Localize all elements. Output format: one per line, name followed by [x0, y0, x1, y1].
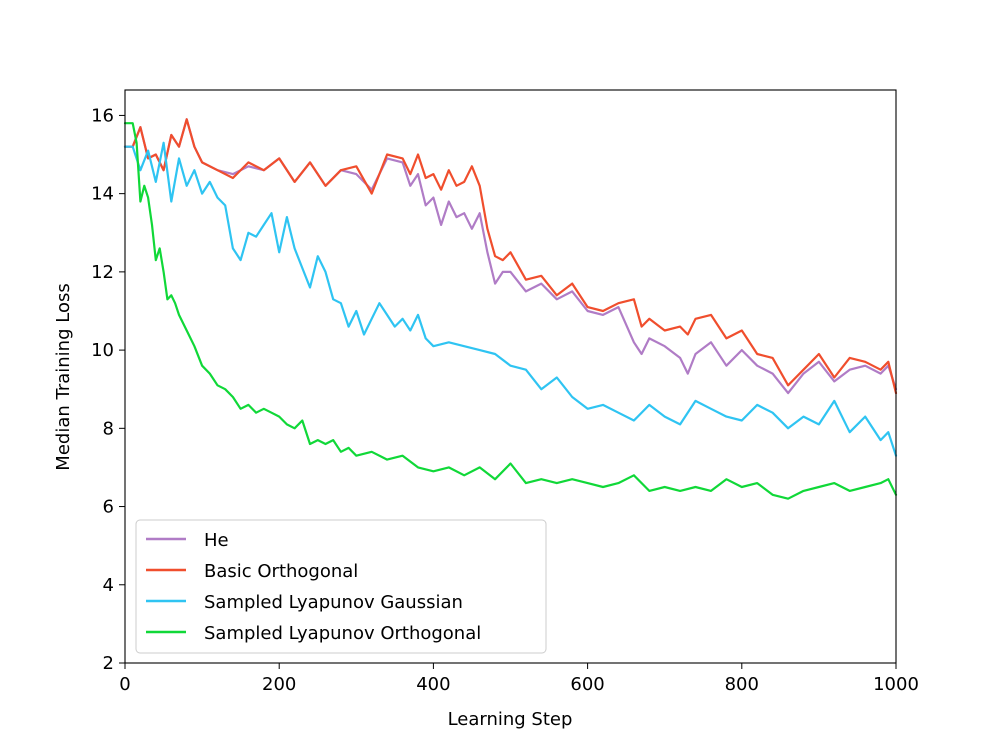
x-tick-label: 600: [570, 674, 604, 695]
legend-label-sampled-lyapunov-orthogonal: Sampled Lyapunov Orthogonal: [204, 623, 481, 644]
y-tick-label: 14: [91, 184, 114, 205]
y-tick-label: 16: [91, 105, 114, 126]
y-tick-label: 8: [103, 418, 114, 439]
legend-label-he: He: [204, 530, 229, 551]
series-layer: [123, 118, 898, 500]
legend: He Basic Orthogonal Sampled Lyapunov Gau…: [135, 519, 547, 654]
series-line-sampled-lyapunov-gaussian: [123, 141, 898, 457]
y-tick-label: 2: [103, 653, 114, 674]
y-axis-ticks: 2 4 6 8 10 12 14 16: [91, 105, 125, 674]
legend-label-basic-orthogonal: Basic Orthogonal: [204, 561, 358, 582]
y-tick-label: 6: [103, 497, 114, 518]
x-tick-label: 800: [725, 674, 759, 695]
y-axis-label: Median Training Loss: [53, 283, 74, 470]
x-tick-label: 200: [262, 674, 296, 695]
plot-frame: [124, 89, 897, 664]
y-tick-label: 4: [103, 575, 114, 596]
x-tick-label: 400: [416, 674, 450, 695]
x-axis-ticks: 0 200 400 600 800 1000: [119, 663, 919, 695]
x-tick-label: 0: [119, 674, 130, 695]
series-line-sampled-lyapunov-orthogonal: [123, 122, 898, 500]
legend-label-sampled-lyapunov-gaussian: Sampled Lyapunov Gaussian: [204, 592, 463, 613]
x-tick-label: 1000: [873, 674, 919, 695]
y-tick-label: 10: [91, 340, 114, 361]
y-tick-label: 12: [91, 262, 114, 283]
series-line-basic-orthogonal: [123, 118, 898, 395]
x-axis-label: Learning Step: [448, 709, 573, 730]
legend-box: [135, 519, 547, 654]
